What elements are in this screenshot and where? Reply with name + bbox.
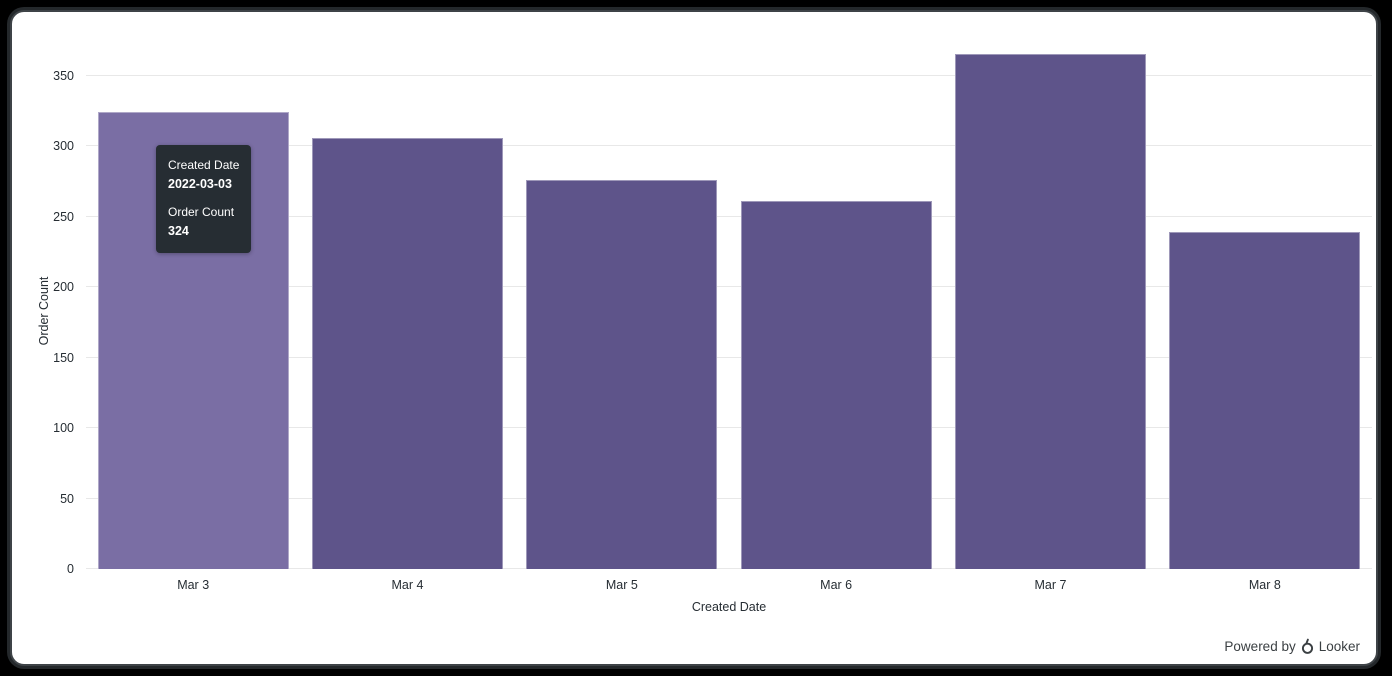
y-tick-label: 300 (53, 139, 74, 154)
powered-by-text: Powered by (1224, 639, 1296, 654)
bar-slot (86, 29, 300, 569)
x-tick-label-mar-4: Mar 4 (391, 578, 424, 592)
y-tick-label: 350 (53, 68, 74, 83)
bar-slot (1158, 29, 1372, 569)
gridline-0 (86, 568, 1372, 569)
looker-logo-icon (1301, 638, 1313, 654)
tooltip-dimension-label: Created Date (168, 158, 240, 172)
tooltip-dimension-value: 2022-03-03 (168, 177, 232, 191)
bar-series (86, 29, 1372, 569)
bar-slot (515, 29, 729, 569)
gridline-200 (86, 286, 1372, 288)
y-tick-label: 250 (53, 209, 74, 224)
y-tick-label: 200 (53, 280, 74, 295)
x-axis-title: Created Date (691, 600, 767, 614)
y-tick-label: 0 (67, 562, 74, 576)
x-tick-label-mar-3: Mar 3 (177, 578, 210, 592)
x-tick-label-mar-5: Mar 5 (605, 578, 638, 592)
plot-area: Created Date 2022-03-03 Order Count 324 (86, 29, 1372, 569)
y-tick-label: 50 (60, 491, 74, 506)
gridline-250 (86, 215, 1372, 217)
x-tick-label-mar-8: Mar 8 (1248, 578, 1281, 592)
bar-slot (729, 29, 943, 569)
bar-slot (300, 29, 514, 569)
x-tick-label-mar-7: Mar 7 (1034, 578, 1067, 592)
gridline-350 (86, 74, 1372, 76)
bar-mar-6[interactable] (740, 201, 932, 569)
chart-card: Order Count 0 50 100 150 200 250 300 350 Create… (10, 10, 1378, 666)
tooltip-measure-label: Order Count (168, 204, 235, 219)
tooltip: Created Date 2022-03-03 Order Count 324 (156, 145, 252, 254)
bar-mar-5[interactable] (526, 179, 718, 569)
looker-brand-text: Looker (1318, 639, 1360, 654)
y-tick-label: 100 (53, 421, 74, 436)
gridline-50 (86, 497, 1372, 499)
bar-mar-7[interactable] (955, 54, 1146, 569)
tooltip-measure-value: 324 (168, 223, 189, 238)
gridline-100 (86, 427, 1372, 429)
bar-slot (943, 29, 1157, 569)
y-axis-tick-labels: 0 50 100 150 200 250 300 350 (12, 29, 74, 576)
bar-mar-4[interactable] (312, 137, 503, 569)
x-axis-tick-labels: Mar 3 Mar 4 Mar 5 Mar 6 Mar 7 Mar 8 (86, 578, 1372, 592)
x-tick-label-mar-6: Mar 6 (820, 578, 853, 592)
bar-mar-8[interactable] (1169, 232, 1361, 569)
y-tick-label: 150 (53, 350, 74, 365)
gridline-300 (86, 145, 1372, 147)
powered-by-looker[interactable]: Powered by Looker (1224, 638, 1360, 655)
gridline-150 (86, 356, 1372, 358)
